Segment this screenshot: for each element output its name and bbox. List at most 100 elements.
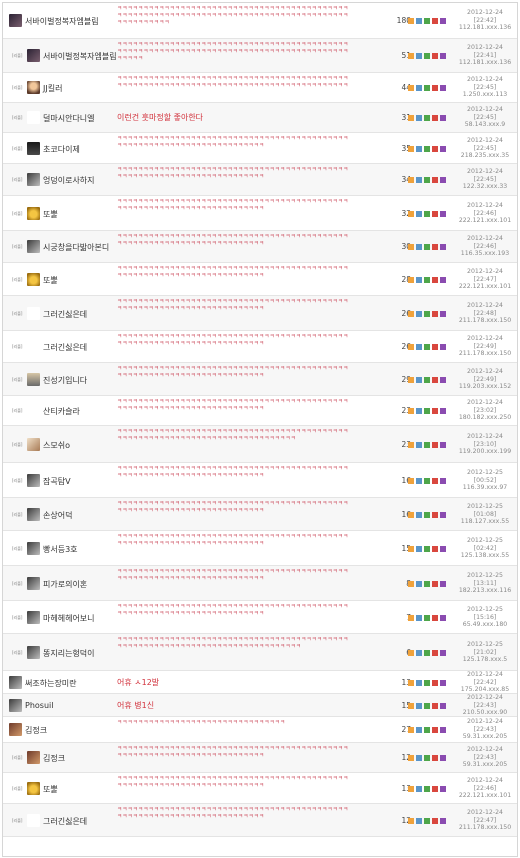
nickname-link[interactable]: 김정크 — [43, 754, 66, 763]
cross-icon[interactable] — [432, 818, 438, 824]
trash-icon[interactable] — [440, 650, 446, 656]
plus-icon[interactable] — [408, 211, 414, 217]
avatar[interactable] — [27, 273, 40, 286]
plus-icon[interactable] — [408, 703, 414, 709]
thumbs-icon[interactable] — [416, 311, 422, 317]
trash-icon[interactable] — [440, 115, 446, 121]
check-icon[interactable] — [424, 18, 430, 24]
thumbs-icon[interactable] — [416, 344, 422, 350]
avatar[interactable] — [27, 474, 40, 487]
nickname-link[interactable]: JJ킬러 — [43, 84, 63, 93]
cross-icon[interactable] — [432, 727, 438, 733]
trash-icon[interactable] — [440, 311, 446, 317]
nickname-link[interactable]: 초코다이제 — [43, 145, 80, 154]
check-icon[interactable] — [424, 512, 430, 518]
thumbs-icon[interactable] — [416, 615, 422, 621]
thumbs-icon[interactable] — [416, 18, 422, 24]
check-icon[interactable] — [424, 581, 430, 587]
check-icon[interactable] — [424, 244, 430, 250]
plus-icon[interactable] — [408, 727, 414, 733]
check-icon[interactable] — [424, 727, 430, 733]
cross-icon[interactable] — [432, 680, 438, 686]
check-icon[interactable] — [424, 478, 430, 484]
cross-icon[interactable] — [432, 244, 438, 250]
nickname-link[interactable]: 진성기입니다 — [43, 376, 88, 385]
avatar[interactable] — [9, 723, 22, 736]
thumbs-icon[interactable] — [416, 244, 422, 250]
avatar[interactable] — [27, 508, 40, 521]
thumbs-icon[interactable] — [416, 786, 422, 792]
nickname-link[interactable]: 그러긴싫은데 — [43, 343, 88, 352]
avatar[interactable] — [27, 111, 40, 124]
avatar[interactable] — [9, 676, 22, 689]
thumbs-icon[interactable] — [416, 53, 422, 59]
nickname-link[interactable]: 그러긴싫은데 — [43, 310, 88, 319]
plus-icon[interactable] — [408, 18, 414, 24]
nickname-link[interactable]: 마헤헤헤어보니 — [43, 614, 95, 623]
thumbs-icon[interactable] — [416, 680, 422, 686]
nickname-link[interactable]: 스모쉬o — [43, 441, 70, 450]
plus-icon[interactable] — [408, 115, 414, 121]
cross-icon[interactable] — [432, 581, 438, 587]
nickname-link[interactable]: 또뿔 — [43, 210, 58, 219]
cross-icon[interactable] — [432, 512, 438, 518]
thumbs-icon[interactable] — [416, 442, 422, 448]
avatar[interactable] — [27, 814, 40, 827]
thumbs-icon[interactable] — [416, 115, 422, 121]
plus-icon[interactable] — [408, 85, 414, 91]
avatar[interactable] — [27, 646, 40, 659]
check-icon[interactable] — [424, 311, 430, 317]
nickname-link[interactable]: 김정크 — [25, 726, 48, 735]
check-icon[interactable] — [424, 344, 430, 350]
trash-icon[interactable] — [440, 53, 446, 59]
cross-icon[interactable] — [432, 377, 438, 383]
plus-icon[interactable] — [408, 53, 414, 59]
nickname-link[interactable]: 써조하는장미란 — [25, 679, 77, 688]
nickname-link[interactable]: 또뿔 — [43, 785, 58, 794]
thumbs-icon[interactable] — [416, 512, 422, 518]
check-icon[interactable] — [424, 408, 430, 414]
avatar[interactable] — [27, 49, 40, 62]
check-icon[interactable] — [424, 211, 430, 217]
trash-icon[interactable] — [440, 478, 446, 484]
nickname-link[interactable]: 빵서등3호 — [43, 545, 78, 554]
plus-icon[interactable] — [408, 344, 414, 350]
plus-icon[interactable] — [408, 512, 414, 518]
plus-icon[interactable] — [408, 818, 414, 824]
check-icon[interactable] — [424, 146, 430, 152]
cross-icon[interactable] — [432, 546, 438, 552]
thumbs-icon[interactable] — [416, 408, 422, 414]
nickname-link[interactable]: 산티카슬라 — [43, 407, 80, 416]
trash-icon[interactable] — [440, 244, 446, 250]
avatar[interactable] — [27, 438, 40, 451]
check-icon[interactable] — [424, 177, 430, 183]
avatar[interactable] — [27, 340, 40, 353]
trash-icon[interactable] — [440, 680, 446, 686]
trash-icon[interactable] — [440, 211, 446, 217]
cross-icon[interactable] — [432, 177, 438, 183]
check-icon[interactable] — [424, 377, 430, 383]
trash-icon[interactable] — [440, 703, 446, 709]
check-icon[interactable] — [424, 546, 430, 552]
check-icon[interactable] — [424, 650, 430, 656]
nickname-link[interactable]: 시궁창을다밟아본디 — [43, 243, 110, 252]
plus-icon[interactable] — [408, 755, 414, 761]
nickname-link[interactable]: 또뿔 — [43, 276, 58, 285]
cross-icon[interactable] — [432, 344, 438, 350]
nickname-link[interactable]: 손상어덕 — [43, 511, 73, 520]
check-icon[interactable] — [424, 818, 430, 824]
check-icon[interactable] — [424, 442, 430, 448]
cross-icon[interactable] — [432, 408, 438, 414]
nickname-link[interactable]: 그러긴싫은데 — [43, 817, 88, 826]
cross-icon[interactable] — [432, 615, 438, 621]
cross-icon[interactable] — [432, 650, 438, 656]
avatar[interactable] — [27, 782, 40, 795]
trash-icon[interactable] — [440, 512, 446, 518]
plus-icon[interactable] — [408, 546, 414, 552]
cross-icon[interactable] — [432, 18, 438, 24]
plus-icon[interactable] — [408, 244, 414, 250]
trash-icon[interactable] — [440, 442, 446, 448]
thumbs-icon[interactable] — [416, 85, 422, 91]
avatar[interactable] — [27, 81, 40, 94]
avatar[interactable] — [27, 207, 40, 220]
